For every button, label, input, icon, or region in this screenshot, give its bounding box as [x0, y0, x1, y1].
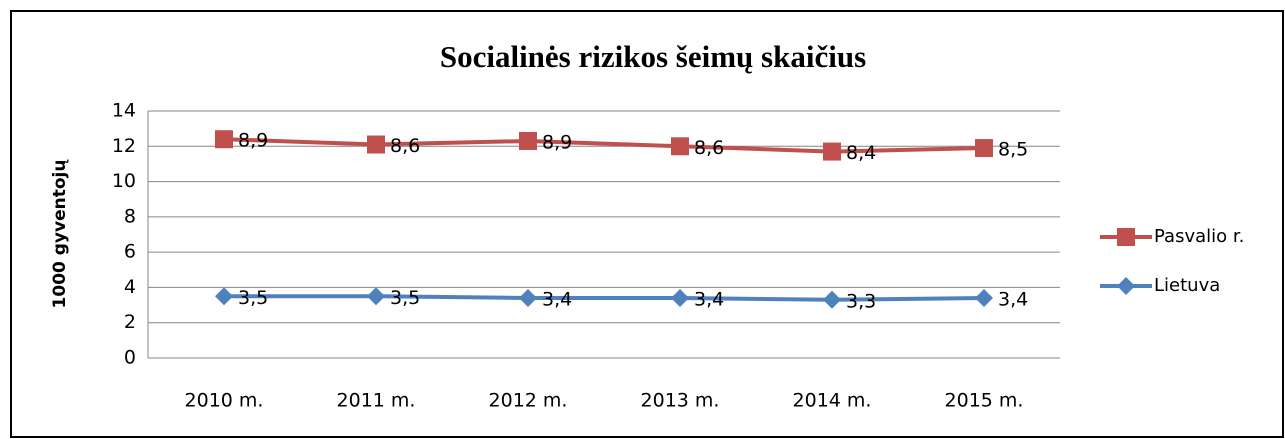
series-line [224, 294, 985, 302]
x-tick-label: 2015 m. [945, 390, 1024, 412]
marker [975, 289, 993, 308]
series-line [223, 137, 985, 154]
chart-title: Socialinės rizikos šeimų skaičius [440, 39, 866, 74]
marker [1117, 277, 1135, 295]
data-label: 8,4 [846, 142, 876, 164]
chart-frame [10, 10, 1284, 438]
marker [367, 135, 385, 154]
x-tick-label: 2012 m. [489, 390, 568, 412]
data-label: 3,5 [390, 287, 420, 309]
y-tick-label: 0 [124, 347, 136, 369]
data-label: 8,9 [542, 131, 572, 153]
x-tick-label: 2014 m. [793, 390, 872, 412]
marker [519, 289, 537, 308]
data-label: 3,4 [542, 289, 572, 311]
legend-label: Pasvalio r. [1154, 226, 1244, 247]
marker [215, 130, 233, 149]
x-tick-label: 2013 m. [641, 390, 720, 412]
data-label: 8,5 [998, 139, 1028, 161]
marker [519, 131, 537, 150]
x-tick-label: 2011 m. [337, 390, 416, 412]
data-label: 8,6 [390, 135, 420, 157]
data-label: 3,4 [998, 289, 1028, 311]
marker [671, 289, 689, 308]
marker [367, 287, 385, 306]
marker [671, 137, 689, 156]
y-tick-label: 10 [112, 170, 136, 192]
marker [823, 290, 841, 309]
marker [823, 142, 841, 161]
y-tick-label: 2 [124, 311, 136, 333]
data-label: 8,9 [238, 130, 268, 152]
data-label: 3,4 [694, 289, 724, 311]
y-tick-label: 8 [124, 205, 136, 227]
x-tick-label: 2010 m. [185, 390, 264, 412]
data-label: 3,3 [846, 290, 876, 312]
y-tick-label: 12 [112, 135, 136, 157]
marker [975, 139, 993, 158]
y-tick-label: 14 [112, 100, 136, 122]
y-tick-label: 6 [124, 241, 136, 263]
y-tick-label: 4 [124, 276, 136, 298]
data-label: 3,5 [238, 287, 268, 309]
y-axis-label: 1000 gyventojų [50, 159, 70, 309]
marker [215, 287, 233, 306]
marker [1117, 228, 1135, 246]
data-label: 8,6 [694, 137, 724, 159]
legend-label: Lietuva [1154, 275, 1220, 296]
